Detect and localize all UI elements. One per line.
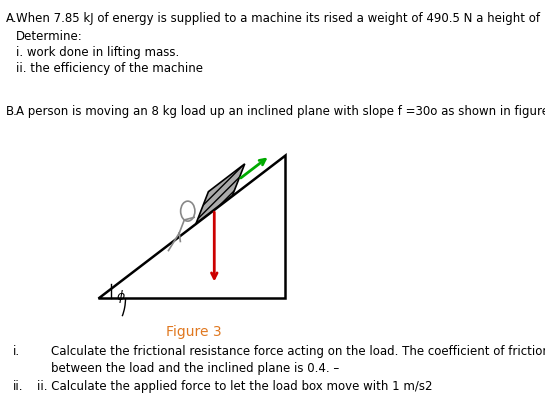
Text: ii.: ii. [13,380,23,393]
Text: Calculate the frictional resistance force acting on the load. The coefficient of: Calculate the frictional resistance forc… [51,345,545,358]
Text: ii. Calculate the applied force to let the load box move with 1 m/s2: ii. Calculate the applied force to let t… [37,380,433,393]
Text: A.: A. [5,12,17,25]
Text: Figure 3: Figure 3 [166,325,222,339]
Text: B.: B. [5,105,17,118]
Text: ii. the efficiency of the machine: ii. the efficiency of the machine [16,62,203,75]
Text: i.: i. [13,345,20,358]
Text: A person is moving an 8 kg load up an inclined plane with slope f =30o as shown : A person is moving an 8 kg load up an in… [16,105,545,118]
Text: When 7.85 kJ of energy is supplied to a machine its rised a weight of 490.5 N a : When 7.85 kJ of energy is supplied to a … [16,12,545,25]
Text: Determine:: Determine: [16,30,82,43]
Polygon shape [99,155,285,298]
Text: ϕ: ϕ [117,290,125,303]
Text: i. work done in lifting mass.: i. work done in lifting mass. [16,46,179,59]
Text: between the load and the inclined plane is 0.4. –: between the load and the inclined plane … [51,362,340,375]
Polygon shape [196,164,245,223]
